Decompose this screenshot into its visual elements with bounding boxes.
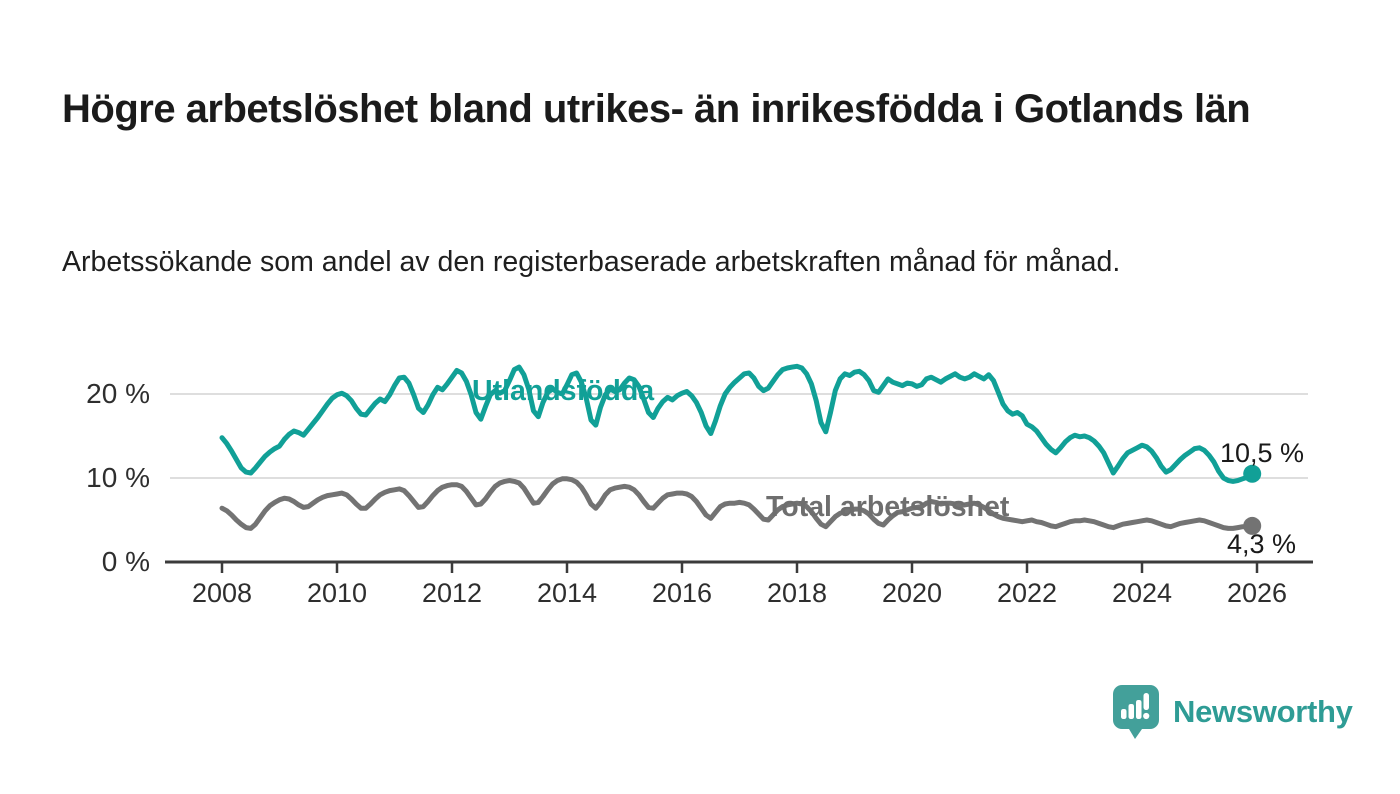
x-tick-label: 2008 (191, 578, 253, 608)
newsworthy-logo: Newsworthy (1112, 684, 1353, 740)
series-line-total (219, 476, 1255, 531)
x-tick-label: 2018 (766, 578, 828, 608)
x-tick-label: 2020 (881, 578, 943, 608)
x-tick-label: 2022 (996, 578, 1058, 608)
series-line-utlandsfodda (219, 363, 1255, 484)
series-end-dot-total (1243, 516, 1262, 535)
y-tick-label: 0 % (101, 546, 150, 577)
x-tick-label: 2014 (536, 578, 598, 608)
x-tick-label: 2012 (421, 578, 483, 608)
series-label-total-arbetsloshet: Total arbetslöshet (766, 491, 1010, 523)
y-tick-label: 10 % (86, 462, 150, 493)
speech-bubble-bar-chart-icon (1113, 685, 1159, 739)
end-value-label-utlandsfodda: 10,5 % (1220, 438, 1305, 468)
series-end-dot-utlandsfodda (1243, 464, 1262, 483)
series-label-utlandsfodda: Utlandsfödda (472, 375, 655, 407)
x-tick-label: 2016 (651, 578, 713, 608)
end-value-label-total: 4,3 % (1227, 529, 1297, 559)
chart-subtitle: Arbetssökande som andel av den registerb… (62, 245, 1121, 278)
page-title: Högre arbetslöshet bland utrikes- än inr… (62, 86, 1251, 131)
x-tick-label: 2010 (306, 578, 368, 608)
x-tick-label: 2026 (1226, 578, 1288, 608)
x-tick-label: 2024 (1111, 578, 1173, 608)
y-tick-label: 20 % (86, 378, 150, 409)
newsworthy-logo-text: Newsworthy (1173, 694, 1353, 729)
